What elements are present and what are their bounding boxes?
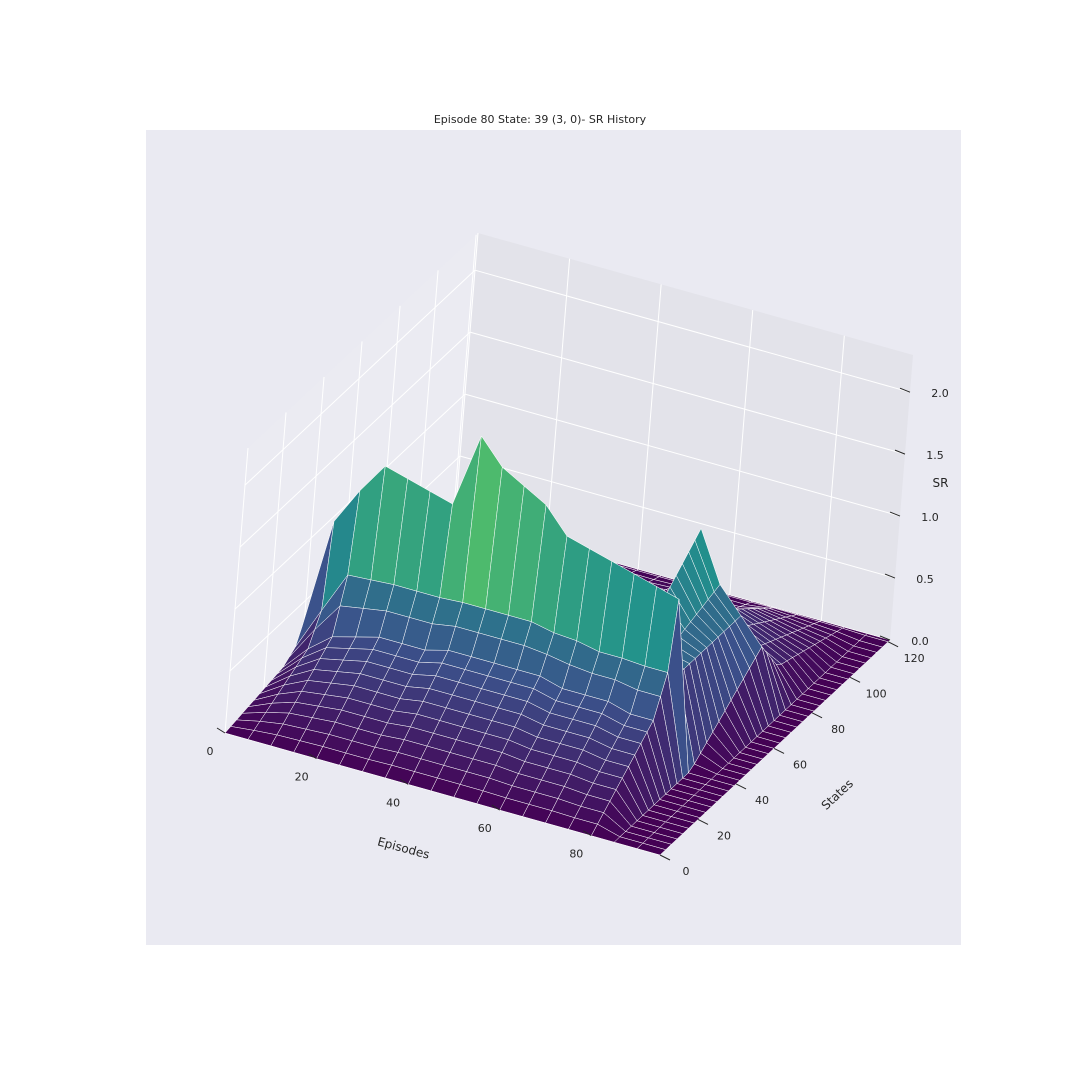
x-axis-label: Episodes — [376, 834, 431, 861]
y-tick-label: 40 — [755, 794, 769, 807]
y-tick — [697, 819, 709, 825]
y-tick — [849, 676, 861, 683]
x-gridline-back — [637, 284, 662, 570]
z-gridline-back — [474, 269, 911, 393]
y-tick — [887, 641, 899, 648]
z-tick — [894, 449, 906, 455]
y-tick-label: 20 — [717, 829, 731, 842]
y-tick-label: 100 — [866, 687, 887, 700]
x-tick-label: 60 — [478, 822, 492, 835]
z-axis-label: SR — [933, 476, 949, 490]
x-tick-label: 40 — [386, 796, 400, 809]
y-gridline-left — [300, 376, 325, 662]
z-tick-label: 1.0 — [921, 511, 939, 524]
axis-ticks: 0 20 40 60 80 0 20 40 60 80 100 120 0.0 0.5 1.0 1.5 2.0 — [207, 387, 949, 878]
x-tick-label: 80 — [569, 848, 583, 861]
x-gridline-back — [546, 258, 571, 544]
z-gridline-back — [459, 455, 896, 579]
y-tick-label: 0 — [683, 865, 690, 878]
y-tick — [773, 747, 785, 754]
chart-title: Episode 80 State: 39 (3, 0)- SR History — [433, 113, 647, 126]
z-tick-label: 0.0 — [911, 635, 929, 648]
y-tick — [811, 712, 823, 719]
z-gridline-left — [239, 331, 471, 548]
y-axis-label: States — [819, 776, 856, 812]
z-tick-label: 1.5 — [926, 449, 944, 462]
x-gridline-back — [729, 310, 754, 596]
z-tick — [889, 511, 901, 517]
y-tick-label: 60 — [793, 758, 807, 771]
z-tick — [879, 635, 891, 641]
z-tick — [884, 573, 896, 579]
z-gridline-left — [234, 393, 466, 610]
left-pane — [225, 233, 478, 733]
x-tick — [308, 753, 317, 760]
y-gridline-left — [452, 234, 477, 520]
y-tick-label: 120 — [904, 652, 925, 665]
z-gridline-back — [464, 393, 901, 517]
x-tick-label: 0 — [207, 745, 214, 758]
z-tick-label: 0.5 — [916, 573, 934, 586]
x-gridline-back — [454, 232, 479, 519]
x-tick — [491, 804, 501, 811]
z-gridline-left — [244, 269, 476, 486]
y-tick — [659, 854, 671, 861]
z-gridline-back — [469, 331, 906, 455]
z-tick-label: 2.0 — [931, 387, 949, 400]
sr-surface — [224, 435, 891, 856]
y-gridline-left — [262, 412, 287, 698]
y-tick — [735, 783, 747, 790]
x-gridline-back — [820, 335, 845, 621]
y-gridline-left — [224, 447, 249, 734]
y-tick-label: 80 — [831, 723, 845, 736]
x-tick — [583, 830, 592, 837]
surface-patch — [636, 842, 667, 856]
x-tick-label: 20 — [295, 771, 309, 784]
x-tick — [216, 727, 226, 734]
x-tick — [399, 778, 409, 785]
z-tick — [899, 387, 911, 393]
